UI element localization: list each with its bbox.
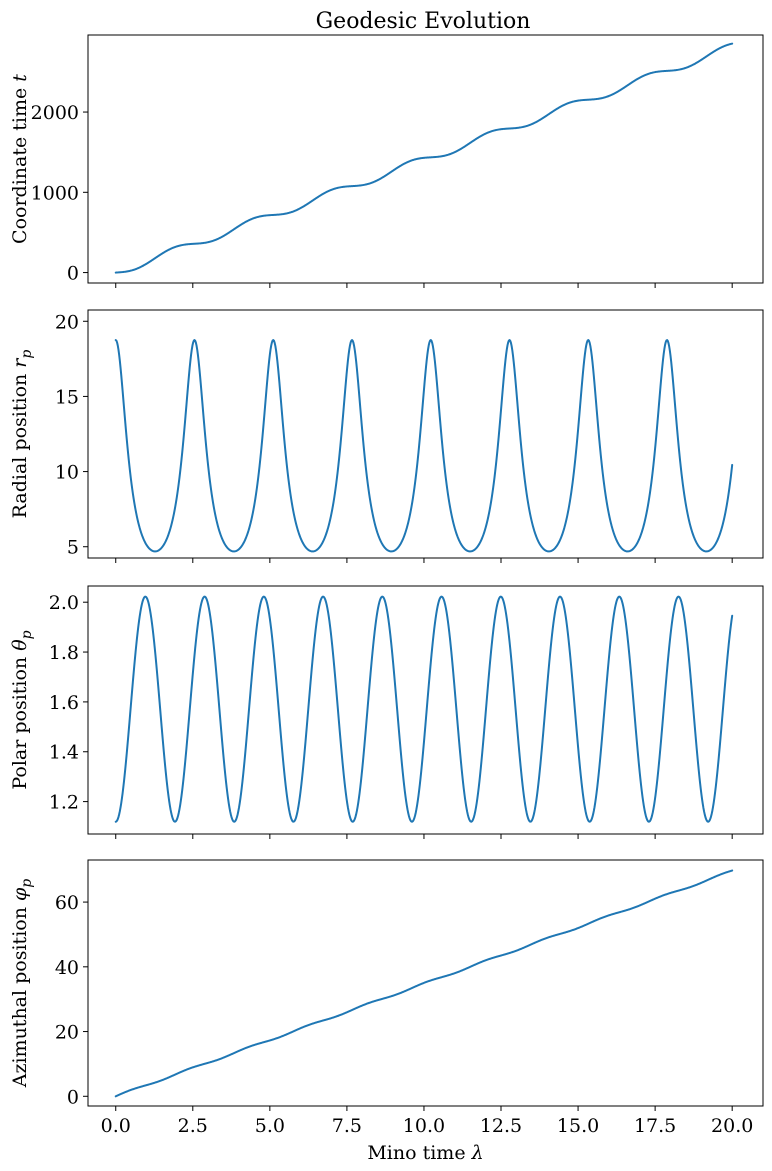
radial-position-ytick-label: 5 (67, 537, 79, 559)
azimuthal-position-xtick-label: 17.5 (634, 1115, 676, 1137)
radial-position-ytick-label: 15 (55, 386, 79, 408)
polar-position-ylabel: Polar position θp (9, 630, 35, 789)
azimuthal-position-xtick-label: 5.0 (255, 1115, 285, 1137)
polar-position-ytick-label: 1.2 (49, 792, 79, 814)
azimuthal-position-xtick-label: 7.5 (332, 1115, 362, 1137)
azimuthal-position-ytick-label: 20 (55, 1022, 79, 1044)
figure-title: Geodesic Evolution (316, 9, 531, 34)
coordinate-time-ytick-label: 0 (67, 263, 79, 285)
radial-position-series-line (114, 339, 734, 553)
radial-position-axes-frame (87, 309, 764, 559)
azimuthal-position-panel: 0.0 2.5 5.0 7.5 10.0 12.5 15.0 17.5 20.0 0 20 40 60 A… (9, 859, 764, 1164)
coordinate-time-ytick-label: 1000 (31, 182, 79, 204)
polar-position-ytick-label: 1.6 (49, 692, 79, 714)
azimuthal-position-ytick-label: 60 (55, 892, 79, 914)
polar-position-ytick-label: 1.8 (49, 642, 79, 664)
polar-position-axes-frame (87, 585, 764, 835)
azimuthal-position-xtick-label: 10.0 (403, 1115, 445, 1137)
radial-position-ytick-label: 20 (55, 311, 79, 333)
azimuthal-position-xtick-label: 12.5 (480, 1115, 522, 1137)
coordinate-time-axes-frame (87, 34, 764, 284)
azimuthal-position-xtick-label: 0.0 (101, 1115, 131, 1137)
polar-position-series-line (114, 595, 734, 823)
radial-position-panel: 5 10 15 20 Radial position rp (9, 309, 764, 563)
azimuthal-position-series-line (114, 869, 734, 1098)
azimuthal-position-xlabel: Mino time λ (367, 1142, 483, 1164)
coordinate-time-series-line (114, 42, 734, 274)
azimuthal-position-ylabel: Azimuthal position φp (9, 879, 35, 1089)
coordinate-time-ytick-label: 2000 (31, 102, 79, 124)
azimuthal-position-ytick-label: 40 (55, 957, 79, 979)
coordinate-time-ylabel: Coordinate time t (9, 74, 31, 244)
radial-position-ylabel: Radial position rp (9, 350, 35, 519)
azimuthal-position-axes-frame (87, 859, 764, 1107)
azimuthal-position-xtick-label: 20.0 (711, 1115, 753, 1137)
polar-position-ytick-label: 1.4 (49, 742, 79, 764)
polar-position-panel: 1.2 1.4 1.6 1.8 2.0 Polar position θp (9, 585, 764, 839)
polar-position-ytick-label: 2.0 (49, 592, 79, 614)
radial-position-ytick-label: 10 (55, 462, 79, 484)
azimuthal-position-xtick-label: 15.0 (557, 1115, 599, 1137)
azimuthal-position-ytick-label: 0 (67, 1086, 79, 1108)
azimuthal-position-xtick-label: 2.5 (178, 1115, 208, 1137)
